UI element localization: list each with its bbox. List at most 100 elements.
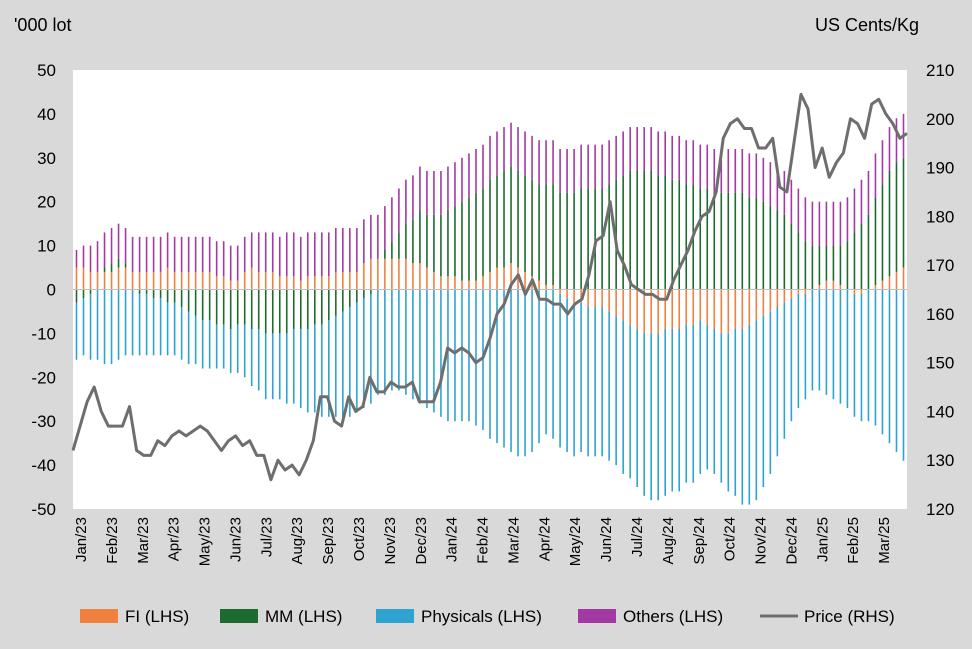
bar-others	[650, 127, 652, 171]
bar-mm	[531, 179, 533, 277]
bar-physicals	[82, 298, 85, 356]
bar-fi	[895, 271, 898, 290]
bar-others	[727, 149, 730, 193]
left-axis-ticks: 50 40 30 20 10 0 -10 -20 -30 -40 -50	[31, 61, 56, 519]
bar-others	[292, 232, 295, 277]
bar-mm	[699, 188, 702, 290]
bar-physicals	[517, 289, 519, 457]
left-tick-label: -40	[31, 456, 56, 475]
bar-physicals	[510, 289, 512, 452]
bar-physicals	[152, 298, 155, 356]
bar-fi	[159, 271, 162, 290]
bar-others	[131, 236, 134, 272]
bar-mm	[580, 188, 582, 290]
bar-fi	[692, 289, 695, 325]
bar-physicals	[96, 289, 99, 360]
bar-physicals	[342, 311, 344, 417]
bar-mm	[110, 263, 113, 272]
bar-physicals	[573, 302, 575, 457]
bar-mm	[797, 232, 800, 290]
bar-mm	[271, 289, 274, 334]
bar-physicals	[194, 315, 197, 365]
bar-fi	[804, 289, 807, 294]
x-tick-label: Oct/23	[351, 517, 368, 561]
x-tick-label: Jul/24	[629, 517, 646, 557]
bar-others	[685, 140, 688, 185]
bar-physicals	[313, 324, 316, 413]
bar-others	[250, 232, 253, 268]
x-tick-label: Jan/23	[73, 517, 90, 562]
bar-fi	[299, 280, 302, 290]
bar-fi	[748, 289, 751, 325]
bar-physicals	[405, 289, 407, 395]
bars	[73, 113, 907, 505]
bar-mm	[853, 232, 856, 290]
bar-fi	[832, 280, 835, 290]
left-tick-label: 0	[47, 281, 56, 300]
bar-others	[748, 153, 751, 198]
bar-others	[657, 131, 659, 176]
bar-mm	[503, 170, 505, 268]
bar-mm	[447, 210, 449, 277]
bar-others	[419, 166, 421, 211]
bar-others	[433, 170, 435, 215]
bar-mm	[391, 241, 393, 259]
bar-fi	[145, 271, 148, 290]
bar-others	[187, 236, 190, 272]
bar-physicals	[818, 289, 821, 391]
bar-others	[447, 166, 449, 211]
x-tick-label: Nov/24	[753, 517, 770, 565]
bar-mm	[103, 267, 106, 272]
bar-mm	[755, 197, 758, 290]
bar-fi	[776, 289, 779, 308]
bar-fi	[271, 271, 274, 290]
bar-fi	[853, 289, 856, 294]
bar-physicals	[608, 311, 610, 461]
bar-fi	[370, 258, 372, 290]
bar-physicals	[489, 289, 491, 439]
x-tick-label: May/23	[197, 517, 214, 566]
right-tick-label: 150	[926, 354, 954, 373]
bar-mm	[818, 245, 821, 286]
bar-fi	[152, 271, 155, 290]
bar-physicals	[306, 329, 309, 413]
bar-physicals	[159, 298, 162, 356]
x-tick-label: Mar/25	[876, 517, 893, 564]
bar-others	[166, 232, 169, 268]
bar-mm	[566, 192, 568, 290]
bar-mm	[741, 192, 744, 290]
bar-fi	[839, 285, 842, 290]
bar-fi	[713, 289, 716, 330]
right-tick-label: 130	[926, 451, 954, 470]
bar-mm	[454, 206, 456, 277]
right-axis-ticks: 210 200 190 180 170 160 150 140 130 120	[926, 61, 954, 519]
bar-physicals	[538, 289, 540, 444]
bar-others	[222, 241, 225, 277]
bar-fi	[741, 289, 744, 330]
bar-fi	[468, 280, 470, 290]
bar-mm	[159, 289, 162, 299]
bar-others	[426, 170, 428, 215]
bar-others	[776, 166, 779, 211]
bar-others	[601, 144, 603, 189]
bar-others	[152, 236, 155, 272]
x-tick-label: Dec/23	[413, 517, 430, 565]
bar-fi	[110, 271, 113, 290]
bar-physicals	[208, 320, 211, 369]
left-axis-title: '000 lot	[14, 15, 71, 35]
bar-mm	[257, 289, 260, 330]
bar-fi	[426, 267, 428, 290]
bar-mm	[720, 192, 723, 290]
bar-mm	[552, 184, 554, 286]
bar-fi	[229, 280, 232, 290]
bar-mm	[671, 179, 674, 290]
bar-fi	[103, 271, 106, 290]
bar-others	[145, 236, 148, 272]
bar-fi	[818, 285, 821, 290]
bar-mm	[790, 223, 793, 290]
bar-others	[769, 162, 772, 207]
bar-others	[643, 127, 645, 171]
bar-others	[797, 188, 800, 233]
bar-mm	[419, 210, 421, 264]
